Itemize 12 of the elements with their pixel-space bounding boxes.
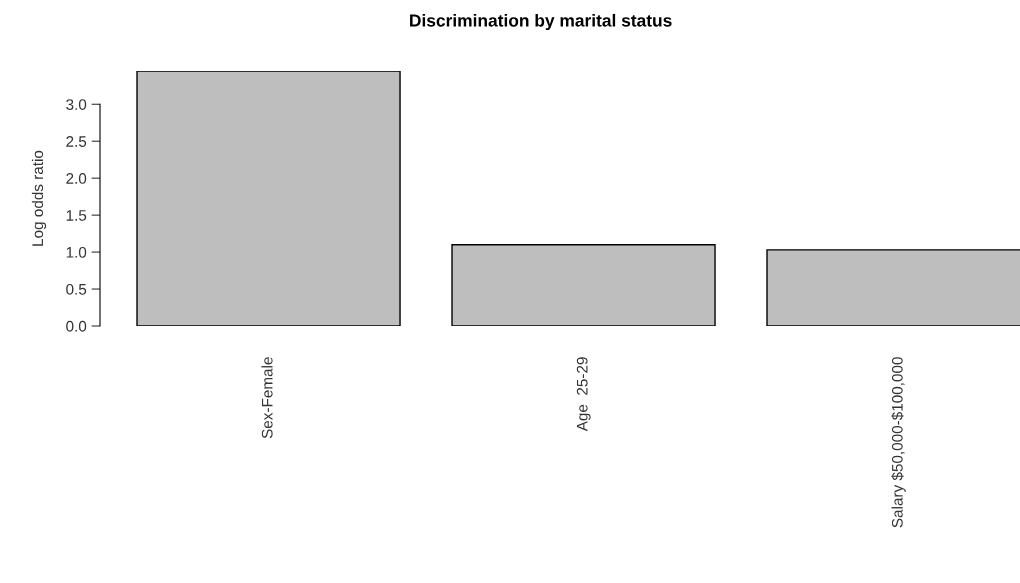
y-tick-label: 2.5 [66, 136, 87, 147]
x-tick-label: Salary $50,000-$100,000 [891, 357, 906, 528]
y-tick-label: 1.5 [66, 210, 87, 221]
y-tick-label: 0.0 [66, 320, 87, 332]
x-tick-label: Sex-Female [261, 357, 273, 439]
y-axis-title: Log odds ratio [31, 150, 47, 246]
chart-title: Discrimination by marital status [410, 13, 672, 31]
y-tick-label: 0.5 [66, 283, 87, 295]
y-tick-label: 2.0 [66, 173, 87, 184]
y-tick-label: 3.0 [66, 99, 87, 110]
y-tick-label: 1.0 [66, 246, 87, 258]
x-tick-label: Age 25-29 [576, 357, 591, 432]
